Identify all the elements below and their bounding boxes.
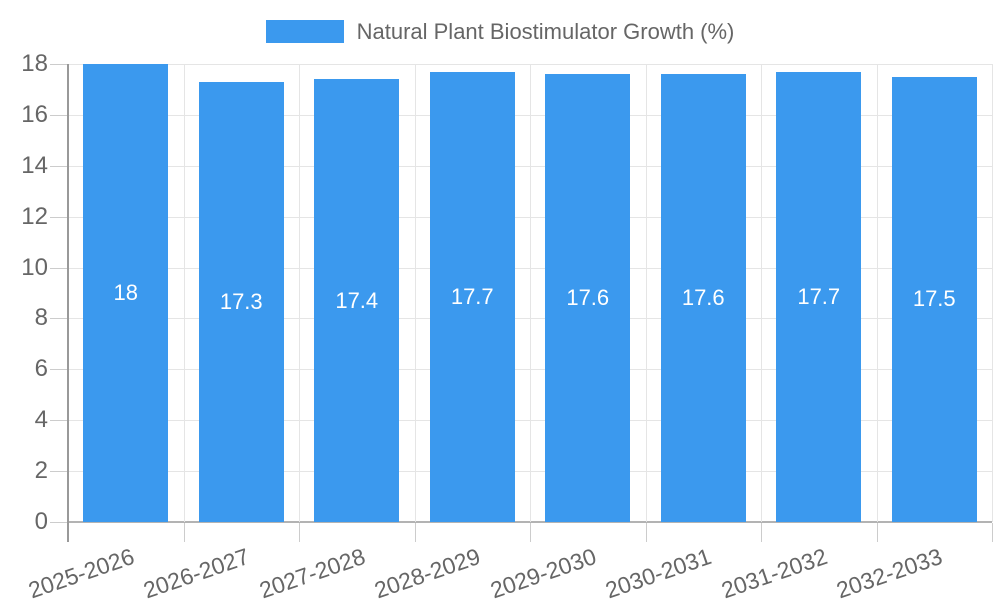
x-gridline [183, 64, 185, 522]
legend-item[interactable]: Natural Plant Biostimulator Growth (%) [265, 19, 735, 44]
x-gridline [299, 64, 300, 522]
y-tick [50, 369, 68, 371]
bar-value-label: 17.3 [219, 288, 263, 314]
y-tick [50, 64, 68, 65]
bar[interactable] [198, 81, 284, 522]
bar[interactable] [83, 64, 169, 522]
x-tick [645, 523, 647, 542]
x-tick [183, 523, 185, 542]
x-gridline [992, 64, 993, 522]
y-tick-label: 12 [21, 202, 48, 230]
bar-value-label: 17.4 [335, 287, 379, 313]
y-tick-label: 18 [21, 50, 48, 77]
bar-value-label: 17.7 [450, 283, 494, 309]
y-tick [50, 165, 68, 167]
bar[interactable] [314, 79, 400, 522]
y-tick [50, 267, 68, 269]
bar-value-label: 17.7 [797, 283, 841, 309]
x-gridline [876, 64, 878, 522]
y-tick-label: 8 [34, 304, 48, 332]
y-tick-label: 4 [34, 406, 48, 434]
y-tick [50, 216, 68, 218]
x-gridline [414, 64, 416, 522]
y-tick-label: 2 [34, 457, 48, 485]
x-axis-baseline [68, 521, 992, 523]
x-gridline [530, 64, 531, 522]
legend: Natural Plant Biostimulator Growth (%) [0, 20, 1000, 43]
x-gridline [645, 64, 647, 522]
y-tick [50, 522, 68, 523]
x-tick [530, 523, 531, 542]
x-tick [299, 523, 300, 542]
y-tick [50, 114, 68, 116]
y-tick-label: 16 [21, 100, 48, 128]
y-tick [50, 471, 68, 473]
y-tick [50, 420, 68, 422]
bar[interactable] [545, 74, 631, 522]
x-tick [761, 523, 762, 542]
y-tick [50, 318, 68, 320]
bar-value-label: 17.5 [912, 286, 956, 312]
x-tick [414, 523, 416, 542]
bar-value-label: 17.6 [681, 285, 725, 311]
bar[interactable] [660, 74, 746, 522]
y-tick-label: 10 [21, 253, 48, 281]
y-axis-line [67, 64, 69, 542]
bar-value-label: 18 [113, 280, 138, 305]
y-tick-label: 6 [34, 355, 48, 383]
y-tick-label: 14 [21, 151, 48, 179]
x-tick [992, 523, 993, 542]
x-gridline [761, 64, 762, 522]
bar-value-label: 17.6 [566, 285, 610, 311]
y-tick-label: 0 [34, 508, 48, 535]
bar[interactable] [776, 71, 862, 522]
legend-label: Natural Plant Biostimulator Growth (%) [356, 19, 735, 44]
legend-swatch-icon [265, 20, 344, 43]
bar[interactable] [429, 71, 515, 522]
bar[interactable] [891, 76, 977, 522]
x-tick [876, 523, 878, 542]
